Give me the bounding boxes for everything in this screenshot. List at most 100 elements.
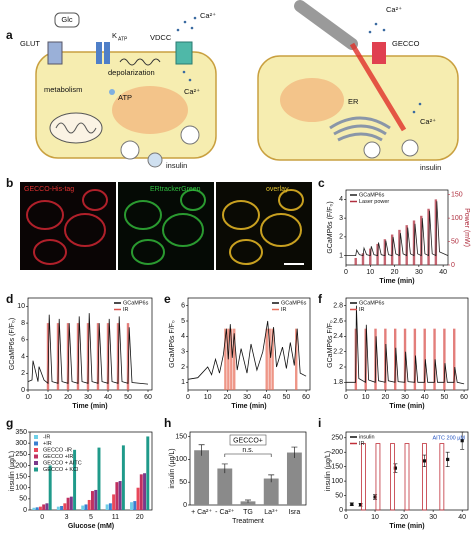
bar <box>48 465 52 510</box>
vesicle <box>401 139 419 157</box>
y-tick-label: 150 <box>15 473 27 480</box>
x-tick-label: La³⁺ <box>264 509 278 516</box>
y-tick-label: 5 <box>181 318 185 325</box>
y-tick-label: 250 <box>15 451 27 458</box>
error-bar <box>198 444 205 456</box>
vesicle <box>120 140 140 160</box>
y-tick-label: 10 <box>17 303 25 310</box>
image <box>118 182 214 270</box>
bar <box>139 474 143 510</box>
y-tick-label: 6 <box>21 337 25 344</box>
legend-label: -IR <box>43 434 50 440</box>
cells-overlay <box>222 189 304 265</box>
x-tick-label: 10 <box>204 394 212 401</box>
y-axis-label: GCaMP6s (F/F₀) <box>9 318 16 370</box>
bar <box>69 496 73 510</box>
line <box>346 201 449 257</box>
y-tick-label: 0 <box>183 502 187 509</box>
legend-swatch <box>34 448 38 452</box>
pulse <box>106 323 110 390</box>
y-tick-label: 0 <box>23 507 27 514</box>
bar <box>112 494 116 510</box>
point <box>422 459 427 463</box>
vesicle <box>180 125 200 145</box>
point <box>446 457 450 462</box>
y-tick-label: 250 <box>331 435 343 442</box>
legend-label: GCaMP6s <box>281 300 307 306</box>
legend-label: GECCO + AITC <box>43 460 82 466</box>
pulse <box>56 323 60 390</box>
error-bar <box>245 499 251 503</box>
legend-label: +IR <box>43 441 52 447</box>
label: VDCC <box>150 33 172 42</box>
y2-tick-label: 0 <box>451 262 455 269</box>
plot-frame <box>187 297 311 391</box>
pulse <box>116 323 120 390</box>
bar <box>97 447 101 510</box>
panel-label: b <box>6 176 13 190</box>
calcium-dots <box>176 16 197 82</box>
y-tick-label: 2.8 <box>333 303 343 310</box>
y2-tick-label: 150 <box>451 192 463 199</box>
x-tick-label: 50 <box>440 394 448 401</box>
y-tick-label: 2.2 <box>333 349 343 356</box>
legend-label: GCaMP6s <box>359 192 385 198</box>
pulse <box>227 328 230 390</box>
label: insulin <box>420 163 441 172</box>
image-label: ERtrackerGreen <box>150 186 201 193</box>
bar <box>35 507 39 510</box>
pulse <box>354 257 357 265</box>
image-label: GECCO-His-tag <box>24 186 74 193</box>
micrographs: b GECCO-His-tag ERtrackerGreen overlay <box>6 176 312 270</box>
bar <box>94 489 98 510</box>
x-tick-label: 20 <box>136 514 144 521</box>
y-tick-label: 2 <box>339 364 343 371</box>
pulse <box>224 328 227 390</box>
legend-swatch <box>34 435 38 439</box>
bar <box>240 501 256 505</box>
x-tick-label: 40 <box>104 394 112 401</box>
legend-label: GCaMP6s <box>123 300 149 306</box>
legend-label: GECCO +IR <box>43 454 73 460</box>
pulse <box>369 248 372 265</box>
error-bar <box>268 474 275 483</box>
pulse <box>439 443 445 511</box>
panel-label: a <box>6 28 13 42</box>
y-tick-label: 2 <box>339 234 343 241</box>
y-tick-label: 2 <box>181 364 185 371</box>
pulse <box>422 443 427 511</box>
pulse <box>66 323 70 390</box>
y-tick-label: 0 <box>339 507 343 514</box>
label: metabolism <box>44 85 82 94</box>
legend-swatch <box>34 454 38 459</box>
pulse <box>453 328 456 390</box>
label: GLUT <box>20 39 40 48</box>
depolarization-wave <box>119 58 161 66</box>
x-tick-label: TG <box>243 509 253 516</box>
y-tick-label: 3 <box>181 349 185 356</box>
pulse <box>96 323 100 390</box>
pulse <box>433 328 436 390</box>
y-tick-label: 200 <box>15 462 27 469</box>
glc-box <box>54 12 80 28</box>
pulse <box>230 328 233 390</box>
x-tick-label: 60 <box>302 394 310 401</box>
image <box>20 182 116 270</box>
y-tick-label: 8 <box>21 320 25 327</box>
gecco-channel <box>372 42 386 64</box>
cells-green <box>124 189 206 265</box>
nucleus <box>112 86 188 134</box>
x-axis-label: Glucose (mM) <box>68 523 114 530</box>
x-tick-label: 40 <box>458 514 466 521</box>
bar <box>146 436 150 510</box>
legend-swatch <box>34 441 38 446</box>
x-tick-label: + Ca²⁺ <box>191 509 212 516</box>
y-tick-label: 100 <box>15 485 27 492</box>
bar <box>56 506 60 510</box>
x-tick-label: 0 <box>344 394 348 401</box>
bar <box>121 445 125 510</box>
point <box>358 503 363 507</box>
panel-label: g <box>6 416 13 430</box>
panel-label: h <box>164 416 171 430</box>
